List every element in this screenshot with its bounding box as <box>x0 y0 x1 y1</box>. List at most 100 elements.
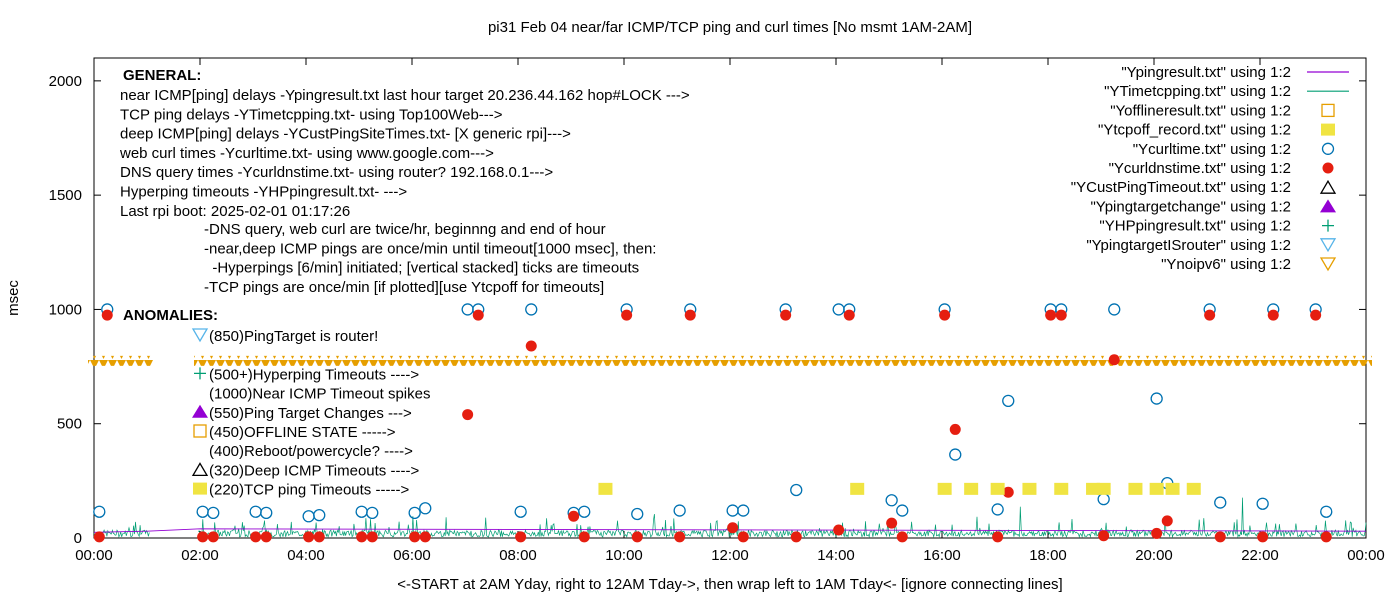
legend-label: "YpingtargetISrouter" using 1:2 <box>1086 237 1291 254</box>
legend-open-down-triangle-marker <box>1319 238 1337 253</box>
general-note: web curl times -Ycurltime.txt- using www… <box>119 145 494 162</box>
filled-square-point <box>1128 482 1143 495</box>
anomaly-open-down-triangle-marker <box>191 328 209 343</box>
open-circle-point <box>461 303 474 316</box>
open-circle-point <box>408 506 421 520</box>
legend-open-down-triangle-marker <box>1319 257 1337 272</box>
filled-square-point <box>964 482 979 495</box>
filled-circle-point <box>1098 530 1110 542</box>
anomaly-open-triangle-marker <box>191 462 209 477</box>
y-tick-label: 2000 <box>49 73 82 90</box>
open-circle-point <box>1097 492 1110 506</box>
open-circle-point <box>1108 303 1121 316</box>
legend-label: "Ytcpoff_record.txt" using 1:2 <box>1098 122 1291 139</box>
open-circle-point <box>260 506 273 520</box>
x-tick-label: 22:00 <box>1241 547 1279 564</box>
x-tick-label: 18:00 <box>1029 547 1067 564</box>
general-note: TCP ping delays -YTimetcpping.txt- using… <box>120 106 503 123</box>
open-circle-point <box>790 483 803 497</box>
filled-square-point <box>1096 482 1111 495</box>
x-tick-label: 10:00 <box>605 547 643 564</box>
filled-circle-point <box>1267 309 1279 321</box>
filled-circle-point <box>515 531 527 543</box>
open-circle-point <box>514 505 527 518</box>
anomaly-label: (850)PingTarget is router! <box>209 328 378 345</box>
filled-square-point <box>598 482 613 495</box>
indented-note: -DNS query, web curl are twice/hr, begin… <box>204 221 606 238</box>
filled-square-point <box>990 482 1005 495</box>
open-circle-point <box>885 494 898 507</box>
plus-stroke <box>1322 219 1334 232</box>
y-tick-label: 1000 <box>49 301 82 318</box>
legend-label: "Yofflineresult.txt" using 1:2 <box>1110 102 1291 119</box>
filled-circle-point <box>843 309 855 321</box>
filled-square-point <box>850 482 865 495</box>
filled-circle-point <box>568 510 580 522</box>
open-circle-point <box>207 506 220 520</box>
x-tick-label: 08:00 <box>499 547 537 564</box>
filled-circle-point <box>472 309 484 321</box>
filled-circle-point <box>992 531 1004 543</box>
x-tick-label: 14:00 <box>817 547 855 564</box>
legend-label: "Ycurldnstime.txt" using 1:2 <box>1109 160 1291 177</box>
filled-circle-point <box>684 309 696 321</box>
filled-circle-point <box>366 531 378 543</box>
filled-circle-point <box>833 524 845 536</box>
filled-square-point <box>1165 482 1180 495</box>
x-tick-label: 20:00 <box>1135 547 1173 564</box>
chart-title: pi31 Feb 04 near/far ICMP/TCP ping and c… <box>488 19 972 36</box>
general-note: Last rpi boot: 2025-02-01 01:17:26 <box>120 203 350 220</box>
open-circle-point <box>896 504 909 517</box>
filled-circle-point <box>674 531 686 543</box>
open-circle-point <box>1320 505 1333 518</box>
filled-circle-point <box>356 531 368 543</box>
filled-circle-point <box>737 531 749 543</box>
indented-note: -near,deep ICMP pings are once/min until… <box>204 240 656 257</box>
general-note: Hyperping timeouts -YHPpingresult.txt- -… <box>120 184 407 201</box>
filled-square-point <box>1054 482 1069 495</box>
x-tick-label: 06:00 <box>393 547 431 564</box>
legend-filled-square-marker <box>1321 123 1335 136</box>
x-tick-label: 00:00 <box>75 547 113 564</box>
legend-filled-triangle-marker <box>1320 199 1336 213</box>
legend-label: "YTimetcpping.txt" using 1:2 <box>1104 83 1291 100</box>
filled-circle-point <box>462 409 474 421</box>
legend-plus-marker <box>1322 219 1334 232</box>
filled-circle-point <box>1214 531 1226 543</box>
filled-circle-point <box>780 309 792 321</box>
open-circle-point <box>1214 496 1227 509</box>
filled-square-point <box>1022 482 1037 495</box>
plot-data <box>88 303 1372 543</box>
x-tick-label: 04:00 <box>287 547 325 564</box>
x-tick-label: 16:00 <box>923 547 961 564</box>
open-circle-point <box>991 503 1004 516</box>
filled-circle-point <box>260 531 272 543</box>
filled-circle-point <box>197 531 209 543</box>
general-note: DNS query times -Ycurldnstime.txt- using… <box>120 164 553 181</box>
noipv6-band <box>88 355 153 366</box>
open-circle-point <box>1150 392 1163 405</box>
x-tick-label: 12:00 <box>711 547 749 564</box>
filled-circle-point <box>93 531 105 543</box>
open-circle-point <box>249 505 262 518</box>
filled-circle-point <box>621 309 633 321</box>
x-axis-label: <-START at 2AM Yday, right to 12AM Tday-… <box>397 576 1062 593</box>
noipv6-band <box>194 355 1372 366</box>
open-circle-point <box>578 505 591 518</box>
filled-circle-point <box>313 531 325 543</box>
filled-square-point <box>1086 482 1101 495</box>
x-tick-label: 00:00 <box>1347 547 1385 564</box>
y-axis-label: msec <box>5 280 22 316</box>
anomaly-label: (550)Ping Target Changes ---> <box>209 405 412 422</box>
anomalies-heading: ANOMALIES: <box>123 307 218 324</box>
legend-label: "Ynoipv6" using 1:2 <box>1161 256 1291 273</box>
filled-circle-point <box>1204 309 1216 321</box>
y-tick-label: 500 <box>57 416 82 433</box>
filled-circle-point <box>1055 309 1067 321</box>
filled-circle-point <box>419 531 431 543</box>
open-circle-point <box>737 504 750 517</box>
open-circle-point <box>1002 394 1015 408</box>
filled-circle-point <box>250 531 262 543</box>
open-circle-point <box>196 505 209 518</box>
